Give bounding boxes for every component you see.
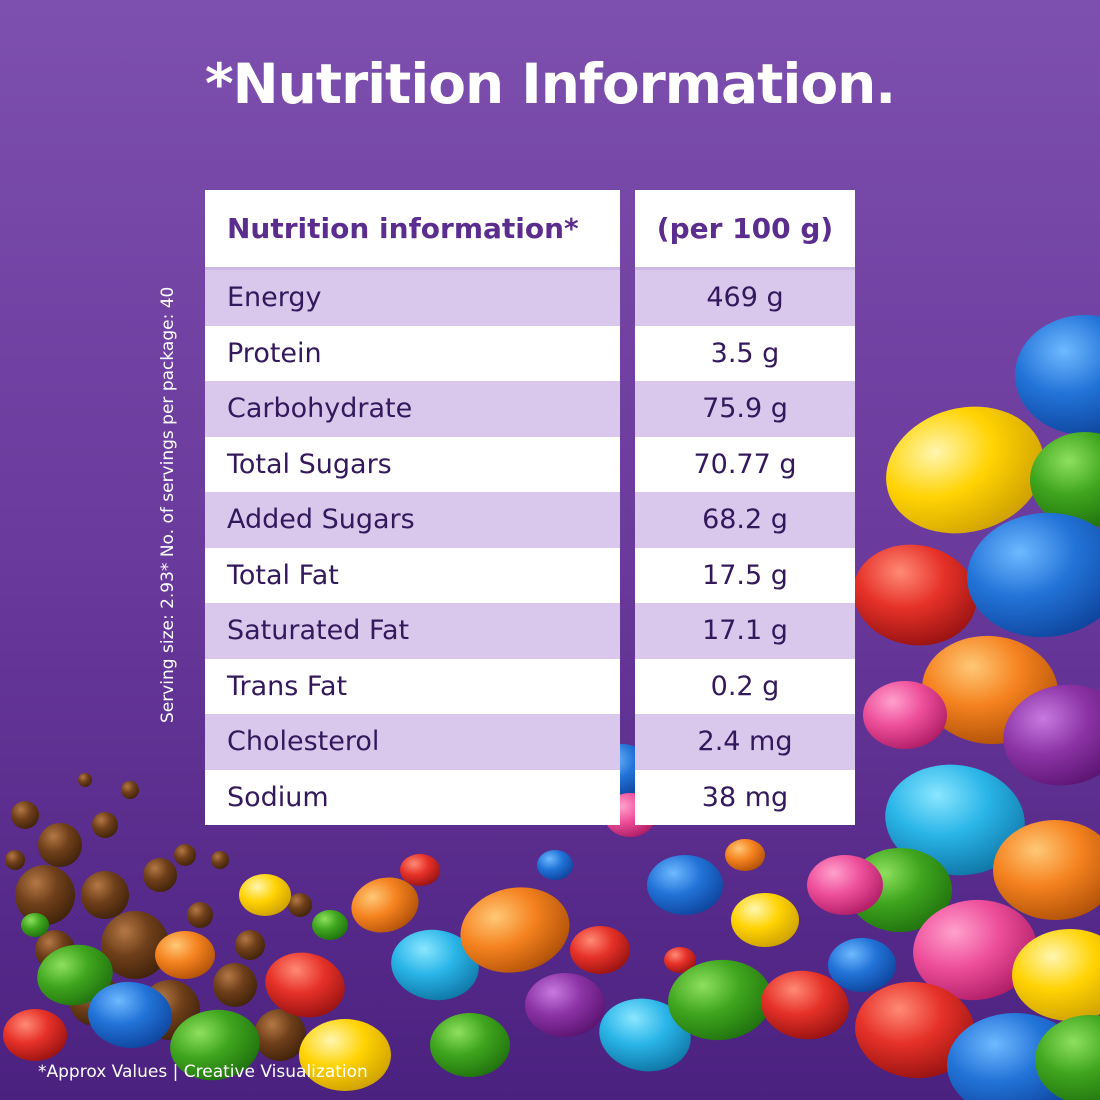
row-value-protein: 3.5 g xyxy=(635,325,855,381)
row-value-trans-fat: 0.2 g xyxy=(635,658,855,714)
page-title: *Nutrition Information. xyxy=(204,52,896,116)
row-value-added-sugars: 68.2 g xyxy=(635,492,855,548)
row-label-trans-fat: Trans Fat xyxy=(205,658,620,714)
row-label-total-sugars: Total Sugars xyxy=(205,436,620,492)
candies-right-cluster xyxy=(848,315,1100,1100)
row-value-saturated-fat: 17.1 g xyxy=(635,603,855,659)
row-label-cholesterol: Cholesterol xyxy=(205,714,620,770)
row-label-total-fat: Total Fat xyxy=(205,547,620,603)
row-label-protein: Protein xyxy=(205,325,620,381)
serving-size-note: Serving size: 2.93* No. of servings per … xyxy=(158,286,178,724)
row-value-energy: 469 g xyxy=(635,270,855,326)
candies-bottom-band xyxy=(3,839,896,1091)
table-header-unit: (per 100 g) xyxy=(635,190,855,270)
row-label-sodium: Sodium xyxy=(205,769,620,825)
row-label-added-sugars: Added Sugars xyxy=(205,492,620,548)
row-value-carbohydrate: 75.9 g xyxy=(635,381,855,437)
row-value-cholesterol: 2.4 mg xyxy=(635,714,855,770)
row-label-carbohydrate: Carbohydrate xyxy=(205,381,620,437)
row-label-energy: Energy xyxy=(205,270,620,326)
row-value-sodium: 38 mg xyxy=(635,769,855,825)
row-value-total-sugars: 70.77 g xyxy=(635,436,855,492)
row-label-saturated-fat: Saturated Fat xyxy=(205,603,620,659)
nutrition-table: Nutrition information* (per 100 g) Energ… xyxy=(205,190,855,825)
table-header-label: Nutrition information* xyxy=(205,190,620,270)
footer-disclaimer: *Approx Values | Creative Visualization xyxy=(38,1062,368,1082)
row-value-total-fat: 17.5 g xyxy=(635,547,855,603)
